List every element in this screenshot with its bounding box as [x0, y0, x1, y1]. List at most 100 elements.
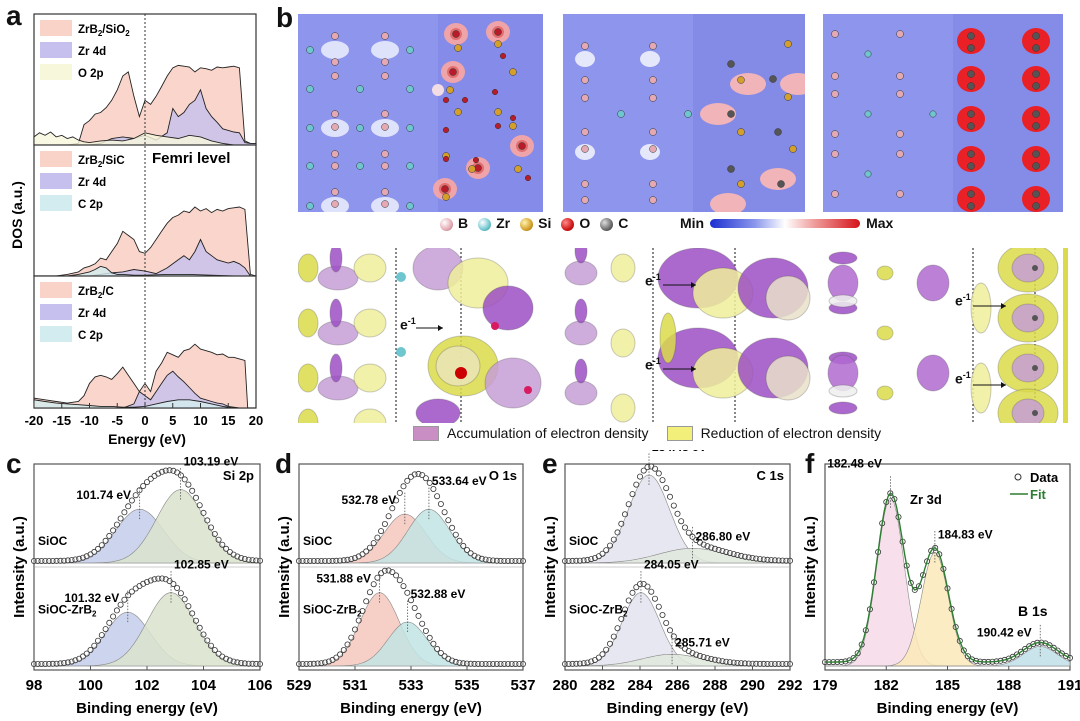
- o-atom: [455, 367, 467, 379]
- x-tick-label: 292: [777, 677, 802, 694]
- charge-map-zrb2-sio2: [298, 14, 543, 215]
- peak-component: [565, 548, 791, 564]
- data-point: [396, 489, 403, 496]
- atom-label: C: [618, 215, 629, 231]
- zr-atom: [356, 162, 364, 170]
- data-point: [655, 470, 662, 477]
- data-point: [192, 494, 199, 501]
- isosurface: [329, 248, 343, 273]
- data-point: [185, 481, 192, 488]
- data-point: [637, 473, 644, 480]
- isosurface: [970, 282, 992, 334]
- isosurface: [435, 345, 481, 387]
- isosurface: [876, 385, 894, 401]
- data-point: [363, 598, 370, 605]
- data-point: [366, 544, 373, 551]
- isosurface: [916, 354, 950, 392]
- data-point: [256, 660, 263, 667]
- dos-series-zrb2-c: [33, 343, 256, 409]
- data-point: [106, 619, 113, 626]
- isosurface: [659, 312, 677, 364]
- data-point: [614, 529, 621, 536]
- isosurface: [970, 362, 992, 414]
- data-point: [374, 574, 381, 581]
- atom-legend-item-b: B: [440, 215, 468, 231]
- zr-atom: [406, 162, 414, 170]
- dos-chart: ZrB2/SiO2 Zr 4d O 2p ZrB2/SiC Zr 4d C 2p ZrB2/…: [9, 13, 263, 447]
- isosurface: [298, 363, 319, 393]
- o-atom: [518, 142, 526, 150]
- x-tick-label: 288: [702, 677, 727, 694]
- x-tick-label: -10: [80, 413, 99, 428]
- data-point: [256, 557, 263, 564]
- isosurface: [574, 248, 588, 264]
- panel-label-f: f: [805, 448, 815, 479]
- o-atom: [524, 386, 532, 394]
- peak-label: 532.78 eV: [342, 493, 397, 507]
- legend-swatch: [40, 20, 72, 36]
- data-point: [389, 505, 396, 512]
- reduction-label: Reduction of electron density: [700, 425, 882, 441]
- density-blob: [1022, 146, 1050, 172]
- x-tick-label: 286: [665, 677, 690, 694]
- data-point: [625, 501, 632, 508]
- data-point: [519, 558, 526, 565]
- data-point: [378, 528, 385, 535]
- b-atom: [381, 72, 389, 80]
- xps-o1s-chart: 532.78 eV 533.64 eV SiOC 531.88 eV 532.88 eV…: [276, 463, 536, 717]
- electron-transfer-label: e-1: [955, 370, 971, 387]
- electron-transfer-label: e-1: [955, 292, 971, 309]
- data-point: [125, 592, 132, 599]
- zr-atom: [864, 110, 872, 118]
- data-point: [83, 650, 90, 657]
- c-atom: [1032, 410, 1038, 416]
- isosurface: [916, 264, 950, 302]
- data-point: [393, 572, 400, 579]
- b-atom: [331, 200, 339, 208]
- b-atom: [581, 180, 589, 188]
- b-atom: [831, 72, 839, 80]
- x-tick-label: 10: [193, 413, 207, 428]
- c-atom: [1032, 202, 1040, 210]
- boron-atom-icon: [440, 217, 453, 231]
- data-point: [407, 597, 414, 604]
- isosurface-edge: [1063, 248, 1068, 423]
- c-atom: [967, 122, 975, 130]
- zr-atom: [929, 110, 937, 118]
- b-atom: [381, 32, 389, 40]
- data-point: [181, 596, 188, 603]
- x-tick-label: -20: [25, 413, 44, 428]
- peak-label: 285.71 eV: [675, 635, 730, 649]
- isosurface: [298, 408, 319, 423]
- isosurface: [353, 408, 387, 423]
- data-point: [456, 537, 463, 544]
- legend-swatch: [40, 282, 72, 298]
- si-atom: [509, 68, 517, 76]
- c-atom: [967, 202, 975, 210]
- data-point: [110, 527, 117, 534]
- si-atom: [446, 86, 454, 94]
- zr-atom: [306, 46, 314, 54]
- b-atom: [331, 58, 339, 66]
- data-point: [366, 589, 373, 596]
- data-point: [340, 646, 347, 653]
- x-tick-label: -5: [111, 413, 123, 428]
- electron-transfer-label: e-1: [400, 316, 416, 333]
- arrow-head: [691, 282, 696, 288]
- zr-atom: [306, 124, 314, 132]
- colorbar-max-label: Max: [866, 215, 894, 231]
- data-point: [622, 511, 629, 518]
- density-blob: [957, 28, 985, 54]
- data-point: [128, 497, 135, 504]
- density-blob: [1022, 186, 1050, 212]
- b-atom: [896, 30, 904, 38]
- x-tick-label: 282: [590, 677, 615, 694]
- c-atom: [769, 75, 777, 83]
- data-point: [396, 577, 403, 584]
- data-point: [640, 467, 647, 474]
- isosurface: [828, 251, 858, 265]
- dos-series-zr-4d: [34, 238, 256, 277]
- data-point: [622, 606, 629, 613]
- isosurface: [1011, 398, 1045, 423]
- data-point: [667, 627, 674, 634]
